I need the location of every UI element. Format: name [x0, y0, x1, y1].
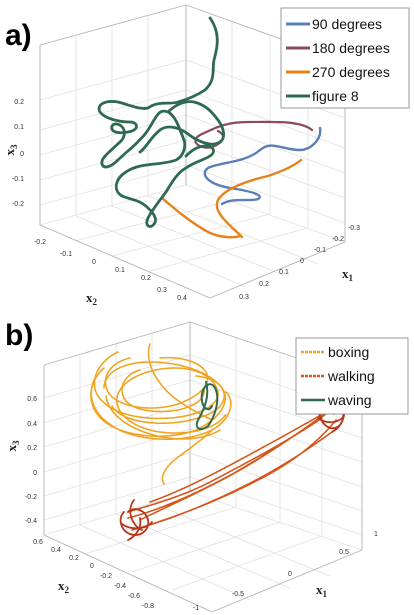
- x-axis-label: x: [342, 266, 349, 281]
- legend-label: 90 degrees: [312, 16, 382, 32]
- y-tick: -0.4: [114, 583, 126, 590]
- walking-cluster-left: [119, 499, 153, 541]
- y-tick: 0: [90, 563, 94, 570]
- x-tick: -0.1: [314, 247, 326, 254]
- z-tick: -0.2: [25, 494, 37, 501]
- x-tick: 0.1: [279, 269, 289, 276]
- legend-label: walking: [327, 368, 375, 384]
- series-waving: [195, 381, 219, 430]
- y-tick: 0.4: [51, 547, 61, 554]
- x-tick: -0.5: [232, 591, 244, 598]
- z-axis-label-sub: 3: [11, 440, 21, 445]
- y-axis-label: x: [86, 290, 93, 305]
- panel-a-z-ticks: 0.2 0.1 0 -0.1 -0.2: [12, 99, 24, 208]
- y-tick: -0.6: [128, 593, 140, 600]
- legend-label: waving: [327, 392, 372, 408]
- y-tick: -0.1: [60, 251, 72, 258]
- svg-text:x3: x3: [2, 144, 19, 156]
- panel-a-z-label: x3: [2, 144, 19, 156]
- z-tick: 0.4: [27, 421, 37, 428]
- y-tick: 0.2: [141, 275, 151, 282]
- z-axis-label: x: [2, 149, 17, 156]
- y-tick: 0.4: [177, 295, 187, 302]
- x-axis-label-sub: 1: [323, 589, 328, 599]
- z-tick: 0.2: [27, 445, 37, 452]
- panel-b-y-ticks: 0.6 0.4 0.2 0 -0.2 -0.4 -0.6 -0.8: [33, 539, 154, 610]
- series-walking: [127, 407, 341, 531]
- x-tick: 0.5: [339, 549, 349, 556]
- panel-a-legend: 90 degrees 180 degrees 270 degrees figur…: [280, 7, 410, 109]
- x-tick: 0: [288, 571, 292, 578]
- x-tick: -1: [193, 605, 199, 612]
- panel-b: 0.6 0.4 0.2 0 -0.2 -0.4 0.6 0.4 0.2 0 -0…: [4, 319, 409, 613]
- series-90-degrees: [203, 126, 322, 206]
- y-tick: -0.2: [34, 239, 46, 246]
- x-tick: -0.2: [332, 236, 344, 243]
- panel-b-z-label: x3: [4, 440, 21, 452]
- legend-label: 180 degrees: [312, 40, 390, 56]
- x-tick: 0.2: [259, 281, 269, 288]
- series-270-degrees: [160, 158, 303, 239]
- z-axis-label-sub: 3: [9, 144, 19, 149]
- y-axis-label-sub: 2: [93, 297, 98, 307]
- z-tick: 0: [33, 470, 37, 477]
- z-tick: 0.2: [14, 99, 24, 106]
- y-axis-label-sub: 2: [65, 585, 70, 595]
- panel-a: 0.2 0.1 0 -0.1 -0.2 -0.2 -0.1 0 0.1 0.2 …: [2, 4, 410, 307]
- svg-text:x3: x3: [4, 440, 21, 452]
- panel-a-x-label: x1: [342, 266, 354, 283]
- panel-a-y-label: x2: [86, 290, 98, 307]
- z-tick: 0.1: [14, 124, 24, 131]
- z-tick: -0.1: [12, 176, 24, 183]
- y-tick: 0.6: [33, 539, 43, 546]
- y-axis-label: x: [58, 578, 65, 593]
- x-tick: 0.3: [239, 294, 249, 301]
- series-boxing: [90, 343, 232, 485]
- z-tick: 0: [20, 151, 24, 158]
- panel-b-series: [90, 343, 346, 541]
- x-tick: 1: [374, 531, 378, 538]
- x-tick: -0.3: [348, 225, 360, 232]
- panel-a-y-ticks: -0.2 -0.1 0 0.1 0.2 0.3 0.4: [34, 239, 187, 302]
- panel-b-x-ticks: 1 0.5 0 -0.5 -1: [193, 531, 378, 612]
- legend-label: boxing: [328, 344, 369, 360]
- y-tick: 0: [92, 259, 96, 266]
- panel-a-letter: a): [5, 19, 32, 52]
- panel-b-letter: b): [5, 319, 33, 352]
- legend-label: figure 8: [312, 88, 359, 104]
- x-tick: 0: [300, 258, 304, 265]
- z-tick: -0.4: [25, 518, 37, 525]
- z-tick: -0.2: [12, 201, 24, 208]
- panel-a-x-ticks: 0.3 0.2 0.1 0 -0.1 -0.2 -0.3: [239, 225, 360, 301]
- panel-b-legend: boxing walking waving: [295, 337, 409, 415]
- y-tick: 0.3: [157, 287, 167, 294]
- legend-label: 270 degrees: [312, 64, 390, 80]
- panel-a-grid: [39, 5, 346, 299]
- x-axis-label: x: [316, 582, 323, 597]
- panel-b-x-label: x1: [316, 582, 328, 599]
- y-tick: -0.8: [142, 603, 154, 610]
- z-axis-label: x: [4, 445, 19, 452]
- z-tick: 0.6: [27, 396, 37, 403]
- x-axis-label-sub: 1: [349, 273, 354, 283]
- panel-b-y-label: x2: [58, 578, 70, 595]
- y-tick: 0.1: [115, 267, 125, 274]
- y-tick: 0.2: [69, 555, 79, 562]
- panel-b-z-ticks: 0.6 0.4 0.2 0 -0.2 -0.4: [25, 396, 37, 525]
- panel-a-series: [97, 16, 322, 239]
- y-tick: -0.2: [100, 573, 112, 580]
- series-figure-8: [97, 16, 225, 228]
